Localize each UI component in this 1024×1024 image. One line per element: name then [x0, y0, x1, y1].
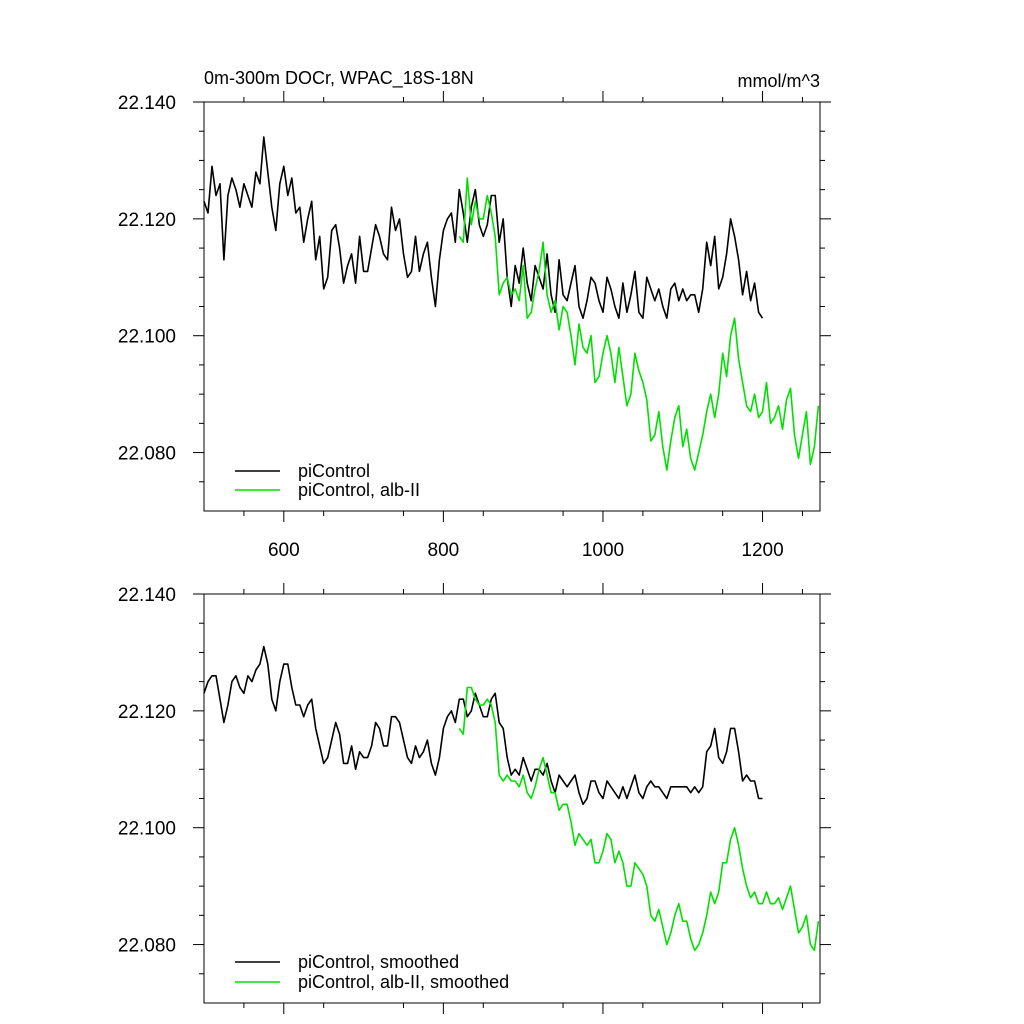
top-series-layer: [203, 136, 820, 471]
legend-label-piControl-smoothed: piControl, smoothed: [298, 952, 459, 972]
bottom-axis-ticks: 22.080 22.100 22.120 22.140: [118, 583, 831, 1014]
series-line-picontrol-alb-ii-smoothed: [458, 686, 820, 952]
x-tick-label: 1200: [741, 540, 783, 561]
y-tick-label: 22.080: [118, 444, 176, 465]
bottom-chart-panel: 22.080 22.100 22.120 22.140 piControl, smoo…: [118, 583, 831, 1014]
y-tick-label: 22.080: [118, 936, 176, 957]
legend-label-piControl: piControl: [298, 461, 370, 481]
series-line-picontrol: [203, 136, 764, 320]
y-tick-label: 22.100: [118, 327, 176, 348]
bottom-plot-frame: [203, 593, 821, 1004]
x-tick-label: 800: [428, 540, 460, 561]
top-legend: piControl piControl, alb-II: [235, 461, 420, 500]
legend-label-piControl-alb-II: piControl, alb-II: [298, 480, 420, 500]
x-tick-label: 600: [268, 540, 300, 561]
series-line-picontrol-smoothed: [203, 645, 763, 806]
top-chart-panel: 0m-300m DOCr, WPAC_18S-18N mmol/m^3 600 8…: [118, 68, 831, 561]
y-tick-label: 22.100: [118, 819, 176, 840]
x-tick-label: 1000: [582, 540, 624, 561]
bottom-series-layer: [203, 645, 820, 952]
bottom-legend: piControl, smoothed piControl, alb-II, s…: [235, 952, 509, 992]
y-tick-label: 22.140: [118, 93, 176, 114]
top-axis-ticks: 600 800 1000 1200 22.080 22.100 22.120 22.140: [118, 91, 831, 561]
y-tick-label: 22.120: [118, 702, 176, 723]
y-tick-label: 22.120: [118, 210, 176, 231]
top-chart-title: 0m-300m DOCr, WPAC_18S-18N: [204, 68, 474, 89]
legend-label-piControl-alb-II-smoothed: piControl, alb-II, smoothed: [298, 972, 509, 992]
series-line-picontrol-alb-ii: [458, 177, 820, 471]
top-chart-units: mmol/m^3: [738, 71, 820, 91]
y-tick-label: 22.140: [118, 585, 176, 606]
